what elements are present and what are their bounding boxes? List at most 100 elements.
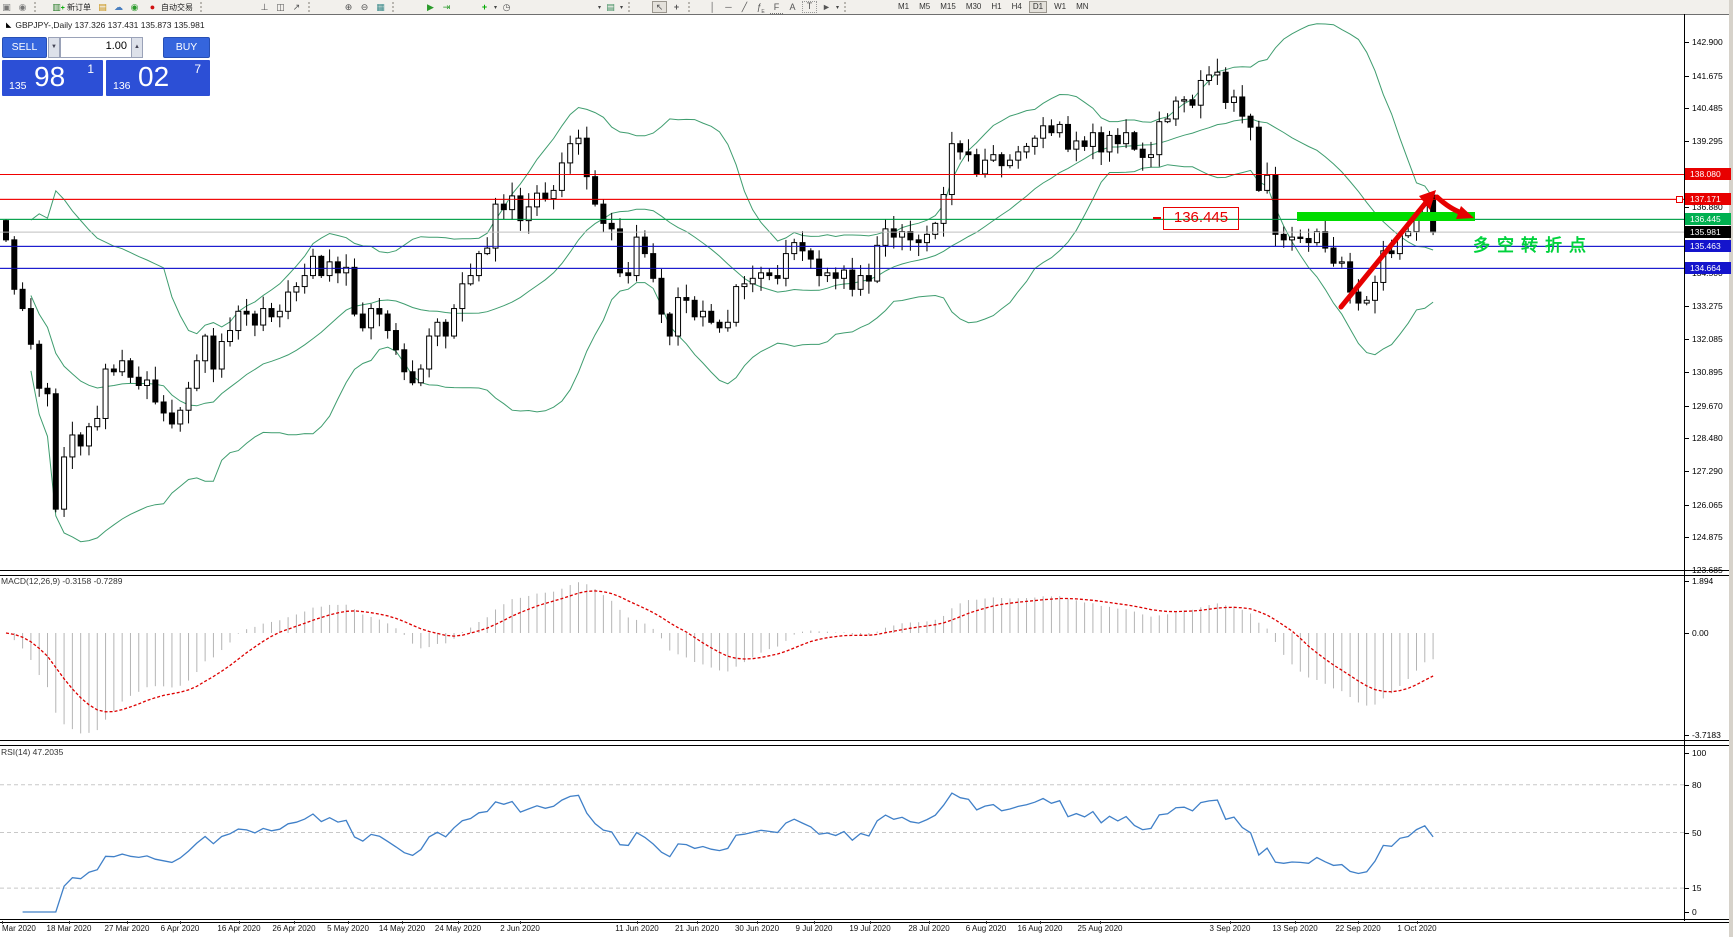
timeframe-button-m15[interactable]: M15 [940, 2, 956, 11]
text-label-icon[interactable]: T [802, 1, 817, 13]
rsi-tick-label: 80 [1692, 779, 1702, 790]
main-chart-canvas[interactable] [0, 14, 1733, 571]
add-indicator-icon[interactable]: + [481, 2, 488, 12]
buy-button[interactable]: BUY [163, 37, 210, 58]
candle-bullish [1405, 231, 1412, 237]
hline-drag-handle[interactable] [1676, 196, 1683, 203]
line-chart-icon[interactable]: ↗ [292, 2, 301, 12]
candle-bullish [525, 206, 532, 222]
candle-bearish [1131, 132, 1138, 150]
template-icon[interactable]: ▤ [606, 2, 615, 12]
toolbar: ▣ ◉ ▥+ 新订单 ▤ ☁ ◉ ● 自动交易 ⊥ ◫ ↗ ⊕ ⊖ [0, 0, 1733, 15]
print-preview-icon[interactable]: ◉ [18, 2, 27, 12]
toolbar-group-charttype: ⊥ ◫ ↗ [258, 0, 315, 14]
volume-decrease-button[interactable]: ▼ [48, 37, 60, 58]
candle-bearish [1239, 96, 1246, 117]
candle-bullish [982, 159, 989, 175]
arrows-caret-icon[interactable]: ▾ [836, 4, 840, 11]
template-caret-icon[interactable]: ▾ [620, 4, 624, 11]
highlight-zone-rectangle[interactable] [1297, 212, 1475, 221]
cursor-icon[interactable]: ↖ [652, 1, 667, 13]
timeframe-button-h4[interactable]: H4 [1011, 2, 1022, 11]
zoom-out-icon[interactable]: ⊖ [360, 2, 369, 12]
horizontal-line-icon[interactable]: ─ [725, 2, 732, 12]
sell-button[interactable]: SELL [2, 37, 47, 58]
toolbar-grip[interactable] [844, 2, 849, 12]
candle-bearish [500, 203, 507, 211]
fibonacci-icon[interactable]: F [770, 1, 783, 14]
candle-bearish [251, 313, 258, 326]
depth-of-market-icon[interactable]: ▤ [98, 2, 107, 12]
axis-tick-mark [1684, 306, 1689, 308]
new-order-button[interactable]: ▥+ 新订单 [52, 2, 91, 12]
timeframe-button-h1[interactable]: H1 [991, 2, 1002, 11]
turning-point-text[interactable]: 多空转折点 [1473, 236, 1593, 255]
panel-separator-rsi[interactable] [0, 740, 1733, 746]
candlestick-chart-icon[interactable]: ◫ [276, 2, 285, 12]
toolbar-grip[interactable] [200, 2, 205, 12]
toolbar-grip[interactable] [392, 2, 397, 12]
toolbar-grip[interactable] [688, 2, 693, 12]
rsi-panel-canvas[interactable] [0, 744, 1733, 920]
timeframe-button-m5[interactable]: M5 [919, 2, 931, 11]
candle-bearish [600, 203, 607, 224]
text-icon[interactable]: A [789, 2, 796, 12]
candle-bearish [542, 192, 549, 200]
mql5-community-icon[interactable]: ☁ [114, 2, 123, 12]
auto-scroll-icon[interactable]: ▶ [427, 2, 434, 12]
zoom-in-icon[interactable]: ⊕ [344, 2, 353, 12]
axis-tick-label: 127.290 [1692, 465, 1723, 476]
toolbar-grip[interactable] [34, 2, 39, 12]
macd-panel-canvas[interactable] [0, 573, 1733, 742]
volume-increase-button[interactable]: ▲ [131, 37, 143, 58]
buy-price-display[interactable]: 136 02 7 [106, 60, 210, 96]
arrows-icon[interactable]: ► [822, 2, 831, 12]
autotrading-button[interactable]: ● 自动交易 [144, 1, 195, 13]
candle-bullish [791, 242, 798, 255]
signals-icon[interactable]: ◉ [130, 2, 139, 12]
candle-bullish [1181, 99, 1188, 102]
level-price-callout[interactable]: 136.445 [1163, 207, 1239, 230]
add-indicator-caret-icon[interactable]: ▾ [494, 4, 498, 11]
date-tick-label: 16 Aug 2020 [1017, 924, 1063, 933]
trendline-icon[interactable]: ╱ [741, 2, 748, 12]
axis-tick-label: 128.480 [1692, 433, 1723, 444]
toolbar-grip[interactable] [308, 2, 313, 12]
timeframe-button-mn[interactable]: MN [1076, 2, 1089, 11]
timeframe-button-w1[interactable]: W1 [1054, 2, 1067, 11]
dropdown-caret-icon[interactable]: ▾ [598, 4, 602, 11]
panel-separator-macd[interactable] [0, 570, 1733, 576]
chart-window-icon[interactable]: ▣ [2, 2, 11, 12]
bar-chart-icon[interactable]: ⊥ [260, 2, 269, 12]
tile-windows-icon[interactable]: ▦ [376, 2, 385, 12]
candle-bearish [816, 258, 823, 277]
sell-price-display[interactable]: 135 98 1 [2, 60, 103, 96]
candle-bearish [1355, 291, 1362, 304]
trend-up-arrow[interactable] [1338, 197, 1431, 310]
timeframe-button-d1[interactable]: D1 [1028, 1, 1048, 13]
clock-icon[interactable]: ◷ [502, 2, 511, 12]
toolbar-group-trade: ▥+ 新订单 ▤ ☁ ◉ ● 自动交易 [50, 0, 207, 14]
candle-bullish [177, 409, 184, 425]
toolbar-grip[interactable] [628, 2, 633, 12]
candle-bullish [276, 310, 283, 318]
axis-tick-mark [1684, 470, 1689, 472]
bollinger-lower-band [30, 164, 1434, 543]
equidistant-channel-icon[interactable]: ƒE [756, 2, 765, 13]
vertical-line-icon[interactable]: │ [709, 2, 716, 12]
axis-tick-mark [1684, 108, 1689, 110]
candle-bearish [1114, 134, 1121, 145]
volume-input[interactable]: 1.00 [60, 37, 132, 58]
rsi-tick-label: 15 [1692, 883, 1702, 894]
crosshair-icon[interactable]: + [673, 2, 680, 12]
candle-bullish [85, 426, 92, 447]
chart-shift-icon[interactable]: ⇥ [442, 2, 451, 12]
candle-bearish [401, 349, 408, 373]
timeframe-button-m30[interactable]: M30 [965, 2, 982, 11]
axis-tick-label: 123.685 [1692, 565, 1723, 576]
candle-bullish [558, 162, 565, 191]
candle-bullish [990, 154, 997, 161]
chart-symbol-icon: ◣ [6, 22, 12, 29]
candle-bearish [890, 228, 897, 238]
timeframe-button-m1[interactable]: M1 [898, 2, 910, 11]
